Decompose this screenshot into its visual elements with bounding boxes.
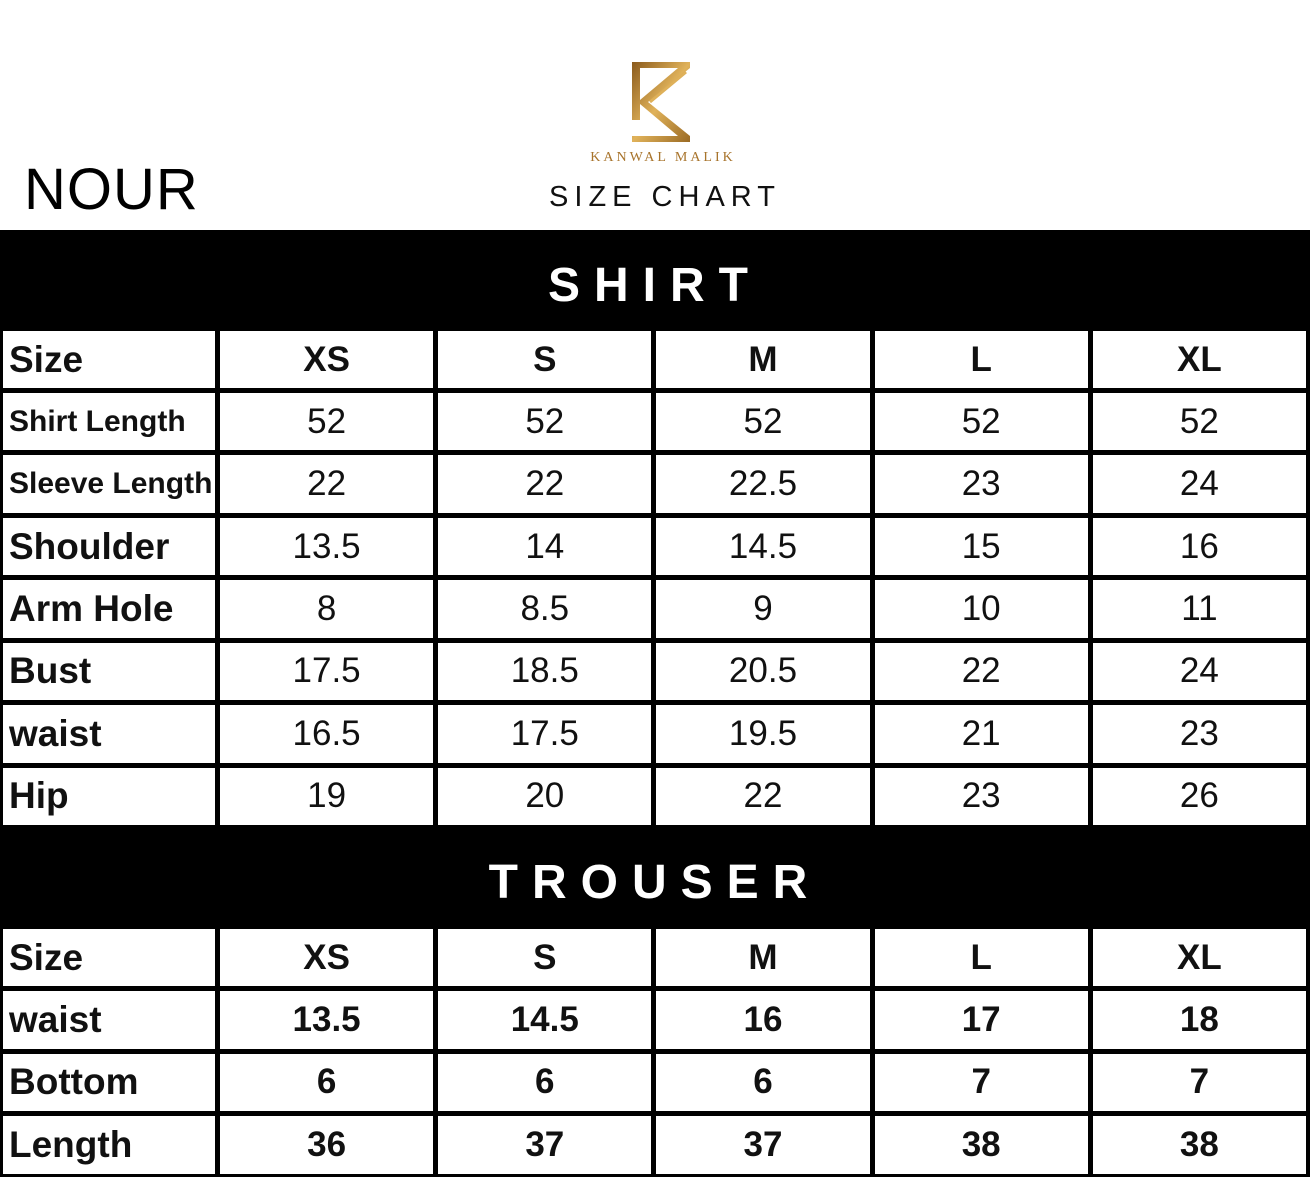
measurement-cell: 20.5 xyxy=(656,642,870,701)
size-column-header: XS xyxy=(220,331,434,388)
measurement-cell: 22.5 xyxy=(656,455,870,513)
measurement-cell: 24 xyxy=(1092,455,1306,513)
measurement-cell: 7 xyxy=(1092,1053,1306,1112)
measurement-cell: 22 xyxy=(438,455,652,513)
size-chart-title: SIZE CHART xyxy=(549,181,781,213)
measurement-cell: 6 xyxy=(656,1053,870,1112)
brand-name: KANWAL MALIK xyxy=(590,150,736,165)
measurement-cell: 15 xyxy=(874,517,1088,576)
measurement-cell: 16.5 xyxy=(220,705,434,763)
measurement-cell: 19.5 xyxy=(656,705,870,763)
row-label: Bottom xyxy=(3,1053,215,1112)
measurement-cell: 52 xyxy=(874,393,1088,451)
measurement-cell: 9 xyxy=(656,580,870,638)
measurement-cell: 19 xyxy=(220,767,434,825)
measurement-cell: 18.5 xyxy=(438,642,652,701)
measurement-cell: 38 xyxy=(1092,1116,1306,1174)
measurement-cell: 7 xyxy=(874,1053,1088,1112)
size-column-header: XL xyxy=(1092,929,1306,986)
size-column-header: S xyxy=(438,331,652,388)
measurement-cell: 23 xyxy=(1092,705,1306,763)
size-column-header: M xyxy=(656,331,870,388)
measurement-cell: 22 xyxy=(656,767,870,825)
measurement-cell: 8 xyxy=(220,580,434,638)
measurement-cell: 37 xyxy=(656,1116,870,1174)
measurement-cell: 20 xyxy=(438,767,652,825)
row-label: Arm Hole xyxy=(3,580,215,638)
brand-logo xyxy=(632,62,690,142)
size-column-header: M xyxy=(656,929,870,986)
row-label: waist xyxy=(3,991,215,1049)
measurement-cell: 22 xyxy=(874,642,1088,701)
row-label: Bust xyxy=(3,642,215,701)
measurement-cell: 13.5 xyxy=(220,991,434,1049)
measurement-cell: 52 xyxy=(438,393,652,451)
measurement-cell: 23 xyxy=(874,767,1088,825)
measurement-cell: 38 xyxy=(874,1116,1088,1174)
row-label: waist xyxy=(3,705,215,763)
measurement-cell: 37 xyxy=(438,1116,652,1174)
product-name: NOUR xyxy=(24,157,199,222)
measurement-cell: 52 xyxy=(656,393,870,451)
size-header: Size xyxy=(3,331,215,388)
measurement-cell: 21 xyxy=(874,705,1088,763)
measurement-cell: 23 xyxy=(874,455,1088,513)
measurement-cell: 6 xyxy=(438,1053,652,1112)
row-label: Hip xyxy=(3,767,215,825)
measurement-cell: 24 xyxy=(1092,642,1306,701)
row-label: Length xyxy=(3,1116,215,1174)
size-column-header: XS xyxy=(220,929,434,986)
shirt-section-title: SHIRT xyxy=(0,230,1310,330)
row-label: Sleeve Length xyxy=(3,455,215,513)
measurement-cell: 17 xyxy=(874,991,1088,1049)
size-column-header: S xyxy=(438,929,652,986)
measurement-cell: 26 xyxy=(1092,767,1306,825)
measurement-cell: 14.5 xyxy=(656,517,870,576)
measurement-cell: 14.5 xyxy=(438,991,652,1049)
size-column-header: L xyxy=(874,929,1088,986)
measurement-cell: 16 xyxy=(656,991,870,1049)
measurement-cell: 16 xyxy=(1092,517,1306,576)
size-column-header: XL xyxy=(1092,331,1306,388)
measurement-cell: 17.5 xyxy=(220,642,434,701)
measurement-cell: 8.5 xyxy=(438,580,652,638)
measurement-cell: 17.5 xyxy=(438,705,652,763)
measurement-cell: 18 xyxy=(1092,991,1306,1049)
trouser-size-table: Size XS S M L XL waist 13.5 14.5 16 17 18 Bottom 6 6 6 7… xyxy=(0,926,1310,1177)
measurement-cell: 52 xyxy=(1092,393,1306,451)
measurement-cell: 6 xyxy=(220,1053,434,1112)
measurement-cell: 11 xyxy=(1092,580,1306,638)
measurement-cell: 10 xyxy=(874,580,1088,638)
row-label: Shoulder xyxy=(3,517,215,576)
shirt-size-table: Size XS S M L XL Shirt Length 52 52 52 52 52 Sleeve … xyxy=(0,328,1310,828)
measurement-cell: 36 xyxy=(220,1116,434,1174)
measurement-cell: 52 xyxy=(220,393,434,451)
measurement-cell: 13.5 xyxy=(220,517,434,576)
measurement-cell: 22 xyxy=(220,455,434,513)
size-header: Size xyxy=(3,929,215,986)
size-column-header: L xyxy=(874,331,1088,388)
trouser-section-title: TROUSER xyxy=(0,828,1310,928)
row-label: Shirt Length xyxy=(3,393,215,451)
measurement-cell: 14 xyxy=(438,517,652,576)
